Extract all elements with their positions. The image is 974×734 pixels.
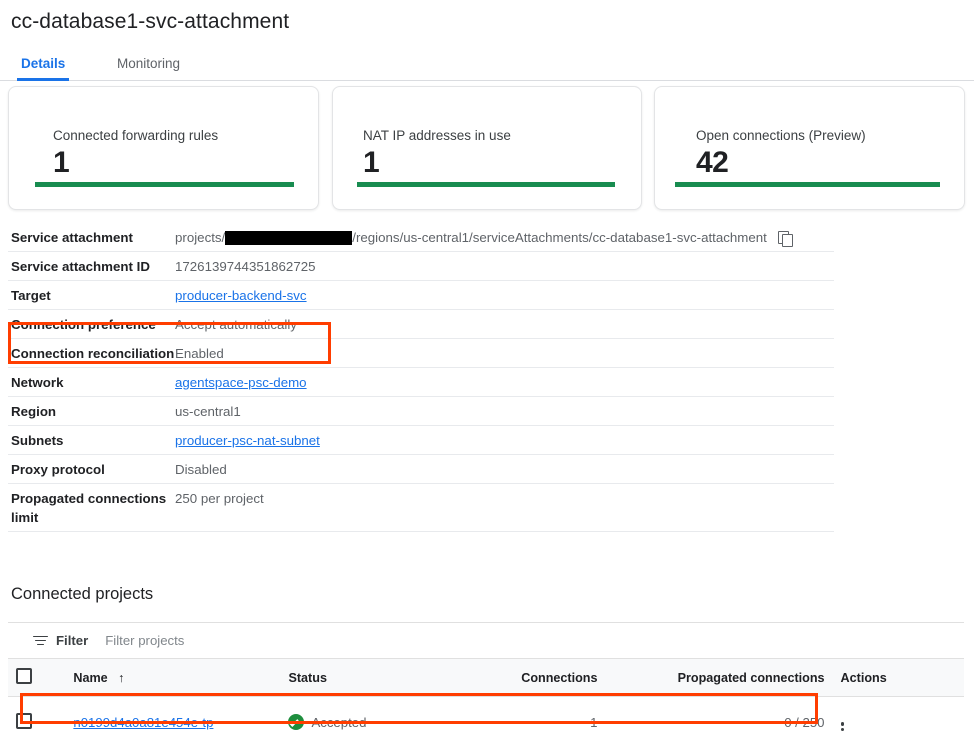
connected-projects-table: Name ↑ Status Connections Propagated con… — [8, 658, 964, 734]
status-label: Accepted — [311, 714, 367, 730]
property-row-service-attachment-id: Service attachment ID 172613974435186272… — [8, 252, 834, 281]
property-row-network: Network agentspace-psc-demo — [8, 368, 834, 397]
stat-card-nat-ip-addresses-in-use: NAT IP addresses in use 1 — [332, 86, 642, 210]
stat-card-row: Connected forwarding rules 1 NAT IP addr… — [0, 86, 974, 212]
table-header-row: Name ↑ Status Connections Propagated con… — [8, 658, 964, 697]
stat-card-value: 42 — [696, 146, 729, 179]
property-value: producer-psc-nat-subnet — [175, 431, 834, 450]
filter-icon[interactable] — [33, 635, 48, 647]
filter-bar: Filter — [8, 622, 964, 658]
property-row-proxy-protocol: Proxy protocol Disabled — [8, 455, 834, 484]
network-link[interactable]: agentspace-psc-demo — [175, 375, 307, 390]
property-value: projects/ /regions/us-central1/serviceAtt… — [175, 228, 834, 247]
property-value: us-central1 — [175, 404, 241, 419]
property-value: agentspace-psc-demo — [175, 373, 834, 392]
column-header-actions: Actions — [832, 658, 964, 697]
property-row-connection-reconciliation: Connection reconciliation Enabled — [8, 339, 834, 368]
stat-card-label: Connected forwarding rules — [53, 128, 219, 143]
stat-card-label: Open connections (Preview) — [696, 128, 866, 143]
stat-card-bar — [35, 182, 294, 187]
details-property-table: Service attachment projects/ /regions/us-… — [8, 223, 834, 532]
status-badge: Accepted — [288, 714, 442, 731]
stat-card-label: NAT IP addresses in use — [363, 128, 511, 143]
select-all-header — [8, 658, 66, 697]
stat-card-value: 1 — [53, 146, 70, 179]
page-title: cc-database1-svc-attachment — [11, 10, 290, 33]
row-connections-cell: 1 — [450, 696, 606, 734]
tab-monitoring[interactable]: Monitoring — [117, 56, 181, 71]
check-circle-icon — [288, 714, 305, 731]
tab-bar: Details Monitoring — [0, 48, 974, 81]
more-vert-icon[interactable] — [840, 722, 956, 734]
row-actions-cell — [832, 696, 964, 734]
tab-details[interactable]: Details — [17, 48, 70, 81]
connected-projects-panel: Filter Name ↑ Status Connections Propaga… — [8, 622, 964, 734]
property-row-region: Region us-central1 — [8, 397, 834, 426]
property-value: 1726139744351862725 — [175, 259, 316, 274]
column-header-connections[interactable]: Connections — [450, 658, 606, 697]
property-key: Connection preference — [11, 317, 156, 332]
stat-card-bar — [357, 182, 615, 187]
row-status-cell: Accepted — [280, 696, 451, 734]
column-header-name[interactable]: Name ↑ — [65, 658, 281, 697]
property-key: Target — [11, 288, 51, 303]
stat-card-open-connections: Open connections (Preview) 42 — [654, 86, 965, 210]
property-row-target: Target producer-backend-svc — [8, 281, 834, 310]
property-value: 250 per project — [175, 491, 264, 506]
filter-input[interactable] — [103, 632, 404, 649]
target-link[interactable]: producer-backend-svc — [175, 288, 307, 303]
redacted-project-id — [225, 230, 353, 245]
property-value: producer-backend-svc — [175, 286, 834, 305]
property-value: Enabled — [175, 346, 224, 361]
column-header-propagated-connections[interactable]: Propagated connections — [605, 658, 833, 697]
property-value: Accept automatically — [175, 317, 297, 332]
property-row-connection-preference: Connection preference Accept automatical… — [8, 310, 834, 339]
property-row-propagated-connections-limit: Propagated connections limit 250 per pro… — [8, 484, 834, 532]
filter-label[interactable]: Filter — [56, 633, 89, 648]
property-key: Service attachment — [11, 230, 133, 245]
column-header-label: Name — [73, 670, 108, 685]
stat-card-value: 1 — [363, 146, 380, 179]
property-row-service-attachment: Service attachment projects/ /regions/us-… — [8, 223, 834, 252]
table-row[interactable]: n0199d4a0a81e454e-tp Accepted 1 0 / 250 — [8, 696, 964, 734]
service-attachment-prefix: projects/ — [175, 230, 226, 245]
row-name-cell: n0199d4a0a81e454e-tp — [65, 696, 281, 734]
property-value: Disabled — [175, 462, 227, 477]
section-title-connected-projects: Connected projects — [11, 585, 154, 603]
row-select-cell — [8, 696, 66, 734]
row-propagated-connections-cell: 0 / 250 — [605, 696, 833, 734]
column-header-status[interactable]: Status — [280, 658, 451, 697]
property-key: Proxy protocol — [11, 462, 105, 477]
sort-ascending-icon[interactable]: ↑ — [118, 670, 125, 685]
property-row-subnets: Subnets producer-psc-nat-subnet — [8, 426, 834, 455]
project-name-link[interactable]: n0199d4a0a81e454e-tp — [73, 714, 214, 730]
property-key: Propagated connections limit — [11, 491, 167, 525]
stat-card-connected-forwarding-rules: Connected forwarding rules 1 — [8, 86, 319, 210]
property-key: Network — [11, 375, 64, 390]
property-key: Connection reconciliation — [11, 346, 175, 361]
subnet-link[interactable]: producer-psc-nat-subnet — [175, 433, 320, 448]
stat-card-bar — [675, 182, 940, 187]
property-key: Subnets — [11, 433, 64, 448]
row-checkbox[interactable] — [16, 712, 32, 729]
select-all-checkbox[interactable] — [16, 668, 32, 684]
property-key: Service attachment ID — [11, 259, 150, 274]
property-key: Region — [11, 404, 57, 419]
service-attachment-suffix: /regions/us-central1/serviceAttachments/… — [352, 230, 767, 245]
copy-icon[interactable] — [777, 230, 793, 247]
